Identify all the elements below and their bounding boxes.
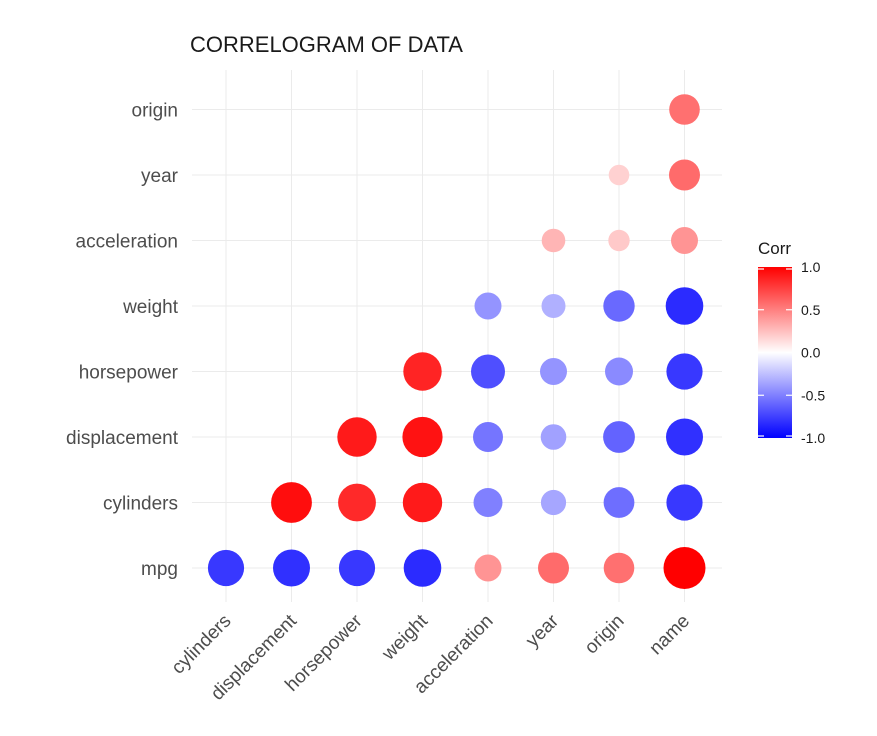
corr-point-origin-name <box>669 94 700 125</box>
corr-point-weight-acceleration <box>474 292 502 320</box>
corr-point-weight-name <box>665 287 704 325</box>
corr-point-year-origin <box>608 164 630 186</box>
corr-point-displacement-acceleration <box>473 422 503 452</box>
legend-tick-label: -1.0 <box>801 430 825 446</box>
corr-point-acceleration-name <box>671 227 698 254</box>
chart-title: CORRELOGRAM OF DATA <box>190 32 463 57</box>
legend: Corr 1.0 0.5 0.0 -0.5 -1.0 <box>758 239 825 446</box>
corr-point-cylinders-displacement <box>271 482 312 523</box>
legend-title: Corr <box>758 239 791 258</box>
corr-point-mpg-cylinders <box>207 549 245 587</box>
corr-point-displacement-year <box>540 424 567 450</box>
corr-point-weight-origin <box>603 290 635 322</box>
y-tick-label: horsepower <box>79 363 179 384</box>
legend-tick-label: 0.0 <box>801 345 821 361</box>
y-tick-label: weight <box>122 297 179 318</box>
legend-tick-label: 1.0 <box>801 259 821 275</box>
corr-point-mpg-weight <box>403 549 442 587</box>
y-tick-label: cylinders <box>103 494 178 515</box>
corr-point-horsepower-year <box>540 358 567 385</box>
corr-point-acceleration-origin <box>608 229 630 252</box>
corr-point-mpg-displacement <box>273 549 310 587</box>
x-tick-label: year <box>522 610 563 651</box>
grid-lines <box>192 70 722 602</box>
corr-point-displacement-name <box>666 418 703 456</box>
corr-point-mpg-acceleration <box>474 554 502 582</box>
legend-tick-label: 0.5 <box>801 302 821 318</box>
y-tick-label: displacement <box>66 428 179 449</box>
y-tick-label: year <box>141 166 179 187</box>
y-tick-label: mpg <box>141 559 178 580</box>
corr-point-displacement-origin <box>603 421 635 453</box>
corr-point-acceleration-year <box>541 228 566 253</box>
corr-point-cylinders-year <box>540 489 567 516</box>
corr-point-cylinders-weight <box>402 482 443 523</box>
corr-point-cylinders-acceleration <box>473 488 503 517</box>
corr-point-horsepower-name <box>666 353 703 390</box>
corr-point-mpg-name <box>663 547 706 589</box>
corr-point-displacement-horsepower <box>337 417 377 457</box>
corr-point-horsepower-acceleration <box>471 354 505 389</box>
corr-point-displacement-weight <box>402 416 443 458</box>
x-tick-label: weight <box>378 610 433 665</box>
y-tick-label: origin <box>132 101 178 122</box>
corr-point-horsepower-origin <box>605 357 633 386</box>
corr-point-horsepower-weight <box>403 352 442 391</box>
corr-point-mpg-year <box>538 552 569 584</box>
corr-point-weight-year <box>541 294 566 318</box>
x-tick-label: cylinders <box>168 611 236 679</box>
corr-point-year-name <box>669 159 700 191</box>
corr-point-mpg-origin <box>603 552 635 584</box>
y-tick-label: acceleration <box>76 232 178 253</box>
corr-point-cylinders-horsepower <box>338 483 376 522</box>
x-tick-label: name <box>646 611 694 659</box>
corr-point-cylinders-origin <box>603 487 635 518</box>
x-tick-label: origin <box>581 611 629 659</box>
y-axis-labels: mpg cylinders displacement horsepower weight… <box>66 101 179 581</box>
legend-ticks: 1.0 0.5 0.0 -0.5 -1.0 <box>758 259 825 446</box>
corr-point-cylinders-name <box>666 484 703 521</box>
legend-tick-label: -0.5 <box>801 387 825 403</box>
corr-point-mpg-horsepower <box>338 549 376 587</box>
correlation-points <box>207 94 706 589</box>
